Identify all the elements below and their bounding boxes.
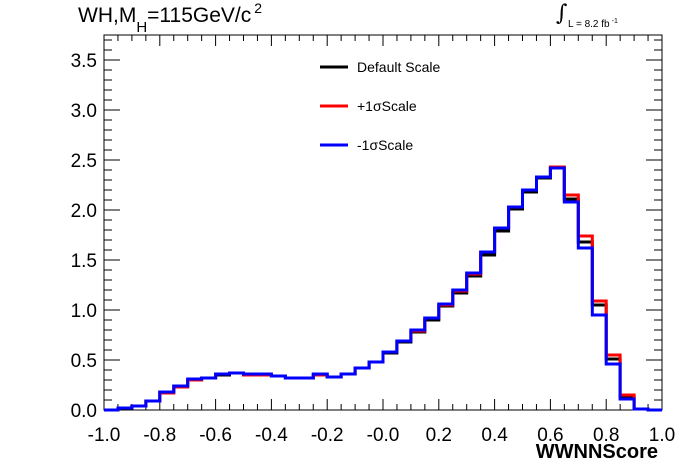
legend-label-2: -1σScale — [357, 137, 413, 153]
legend-label-1: +1σScale — [357, 98, 417, 114]
x-tick-label: -0.4 — [255, 425, 288, 446]
luminosity-unit-superscript: -1 — [611, 18, 618, 25]
x-tick-label: -0.6 — [199, 425, 232, 446]
series-line-2 — [104, 166, 662, 412]
x-tick-label: 0.4 — [481, 425, 508, 446]
legend-label-0: Default Scale — [357, 59, 440, 75]
x-tick-label: -0.2 — [311, 425, 344, 446]
chart-title: WH,MH=115GeV/c 2 — [78, 0, 262, 36]
x-tick-label: 0.2 — [426, 425, 452, 446]
x-tick-label: -0.0 — [367, 425, 400, 446]
y-tick-label: 2.0 — [71, 201, 97, 222]
y-tick-label: 1.5 — [71, 251, 97, 272]
x-axis-label: WWNNScore — [535, 441, 658, 463]
x-tick-label: 1.0 — [649, 425, 675, 446]
x-tick-label: -0.8 — [143, 425, 176, 446]
x-tick-label: -1.0 — [88, 425, 121, 446]
title-main: WH,M — [78, 4, 137, 27]
y-tick-label: 3.0 — [71, 101, 97, 122]
y-tick-label: 3.5 — [71, 51, 97, 72]
title-mass: =115GeV/c — [147, 4, 252, 27]
integral-icon: ∫ — [556, 1, 568, 26]
x-tick-label: 0.6 — [537, 425, 563, 446]
x-tick-label: 0.8 — [593, 425, 619, 446]
y-tick-label: 0.5 — [71, 351, 97, 372]
y-tick-label: 0.0 — [71, 401, 97, 422]
title-subscript: H — [136, 19, 148, 36]
y-tick-label: 2.5 — [71, 151, 97, 172]
y-tick-label: 1.0 — [71, 301, 97, 322]
luminosity-text: L = 8.2 fb — [568, 19, 610, 30]
title-superscript: 2 — [254, 0, 263, 16]
